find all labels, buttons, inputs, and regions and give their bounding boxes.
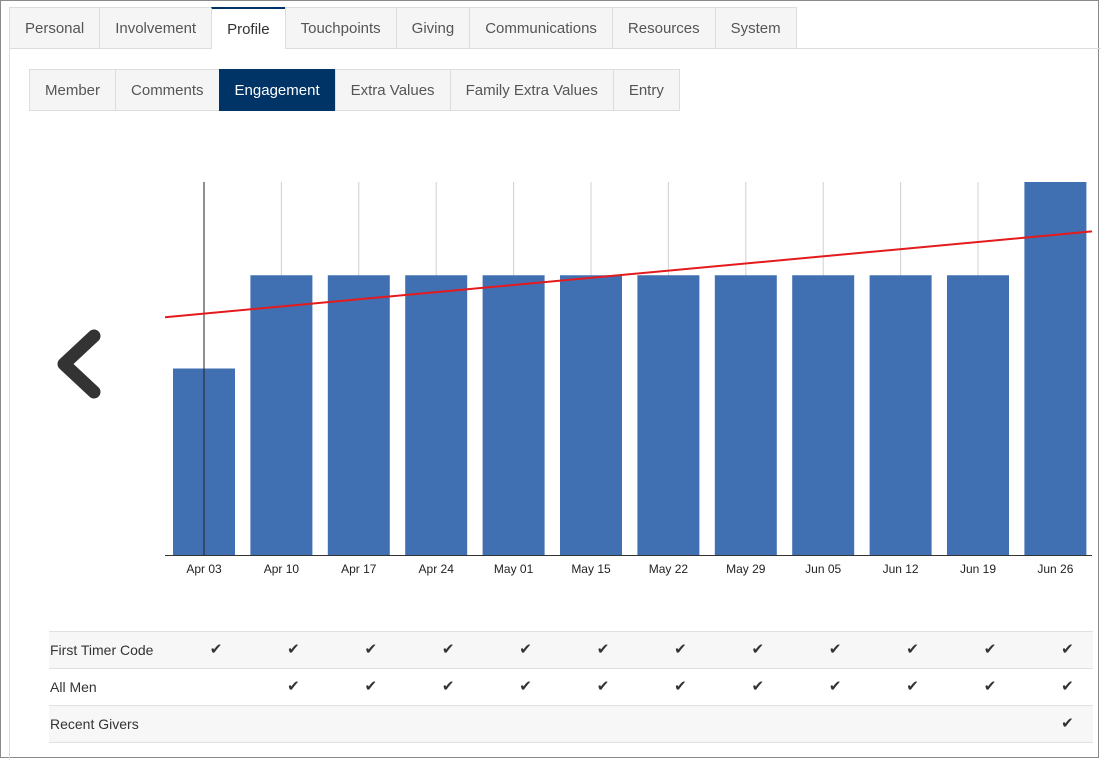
bar-may-29 [714,275,777,555]
bar-may-01 [482,275,545,555]
checkmark-icon: ✔ [364,678,378,695]
engagement-chart: Apr 03 Apr 10 Apr 17 Apr 24 May 01 May 15 May … [164,182,1093,576]
tab-touchpoints[interactable]: Touchpoints [284,7,397,48]
checkmark-icon: ✔ [983,641,997,658]
x-tick-label: May 29 [726,562,766,576]
checkmark-icon: ✔ [1061,641,1074,658]
bar-jun-26 [1024,182,1087,555]
checkmark-icon: ✔ [828,641,842,658]
checkmark-icon: ✔ [751,641,765,658]
chevron-left-icon[interactable] [50,328,110,404]
checkmark-icon: ✔ [906,641,919,658]
checkmark-icon: ✔ [1061,678,1074,695]
x-tick-label: Apr 10 [264,562,300,576]
checkmark-icon: ✔ [596,641,610,658]
checkmark-icon: ✔ [596,678,610,695]
checkmark-icon: ✔ [906,678,919,695]
checkmark-icon: ✔ [364,641,378,658]
subtab-engagement[interactable]: Engagement [218,69,336,111]
x-tick-label: May 01 [494,562,534,576]
x-tick-label: Apr 03 [186,562,222,576]
bar-apr-24 [405,275,468,555]
engagement-table: First Timer Code ✔ ✔ ✔ ✔ ✔ ✔ ✔ ✔ ✔ ✔ ✔ ✔ All Men ✔ ✔ ✔ ✔ ✔… [49,631,1093,743]
tab-system[interactable]: System [714,7,797,48]
tab-involvement[interactable]: Involvement [99,7,213,48]
row-label: All Men [50,679,97,695]
table-row: All Men ✔ ✔ ✔ ✔ ✔ ✔ ✔ ✔ ✔ ✔ ✔ [49,669,1093,706]
subtab-comments[interactable]: Comments [115,69,220,111]
checkmark-icon: ✔ [441,641,455,658]
subtab-member[interactable]: Member [29,69,117,111]
row-label: Recent Givers [50,716,139,732]
sub-tab-bar: Member Comments Engagement Extra Values Fami… [29,69,680,111]
bar-may-22 [637,275,700,555]
checkmark-icon: ✔ [441,678,455,695]
content-border [9,48,10,760]
trend-line [164,230,1093,319]
checkmark-icon: ✔ [674,678,687,695]
checkmark-icon: ✔ [287,678,300,695]
checkmark-icon: ✔ [519,678,532,695]
x-tick-label: Apr 17 [341,562,377,576]
x-tick-label: Jun 05 [805,562,841,576]
checkmark-icon: ✔ [287,641,300,658]
table-row: First Timer Code ✔ ✔ ✔ ✔ ✔ ✔ ✔ ✔ ✔ ✔ ✔ ✔ [49,632,1093,669]
checkmark-icon: ✔ [1061,715,1074,732]
subtab-family-extra-values[interactable]: Family Extra Values [449,69,614,111]
tab-resources[interactable]: Resources [611,7,716,48]
main-tab-bar: Personal Involvement Profile Touchpoints Giv… [9,7,1101,49]
bar-jun-19 [947,275,1009,555]
checkmark-icon: ✔ [519,641,532,658]
checkmark-icon: ✔ [209,641,223,658]
x-tick-label: Jun 26 [1037,562,1073,576]
row-label: First Timer Code [50,642,154,658]
table-row: Recent Givers ✔ [49,706,1093,743]
checkmark-icon: ✔ [828,678,842,695]
x-tick-label: Apr 24 [419,562,455,576]
x-tick-label: May 15 [571,562,611,576]
bar-jun-05 [792,275,855,555]
x-tick-label: Jun 12 [883,562,919,576]
subtab-extra-values[interactable]: Extra Values [334,69,451,111]
bar-may-15 [560,275,622,555]
checkmark-icon: ✔ [983,678,997,695]
bar-jun-12 [869,275,932,555]
bar-apr-10 [250,275,313,555]
bar-apr-17 [327,275,390,555]
checkmark-icon: ✔ [751,678,765,695]
tab-communications[interactable]: Communications [469,7,613,48]
subtab-entry[interactable]: Entry [612,69,680,111]
checkmark-icon: ✔ [674,641,687,658]
x-tick-label: Jun 19 [960,562,996,576]
x-tick-label: May 22 [649,562,689,576]
tab-giving[interactable]: Giving [395,7,471,48]
